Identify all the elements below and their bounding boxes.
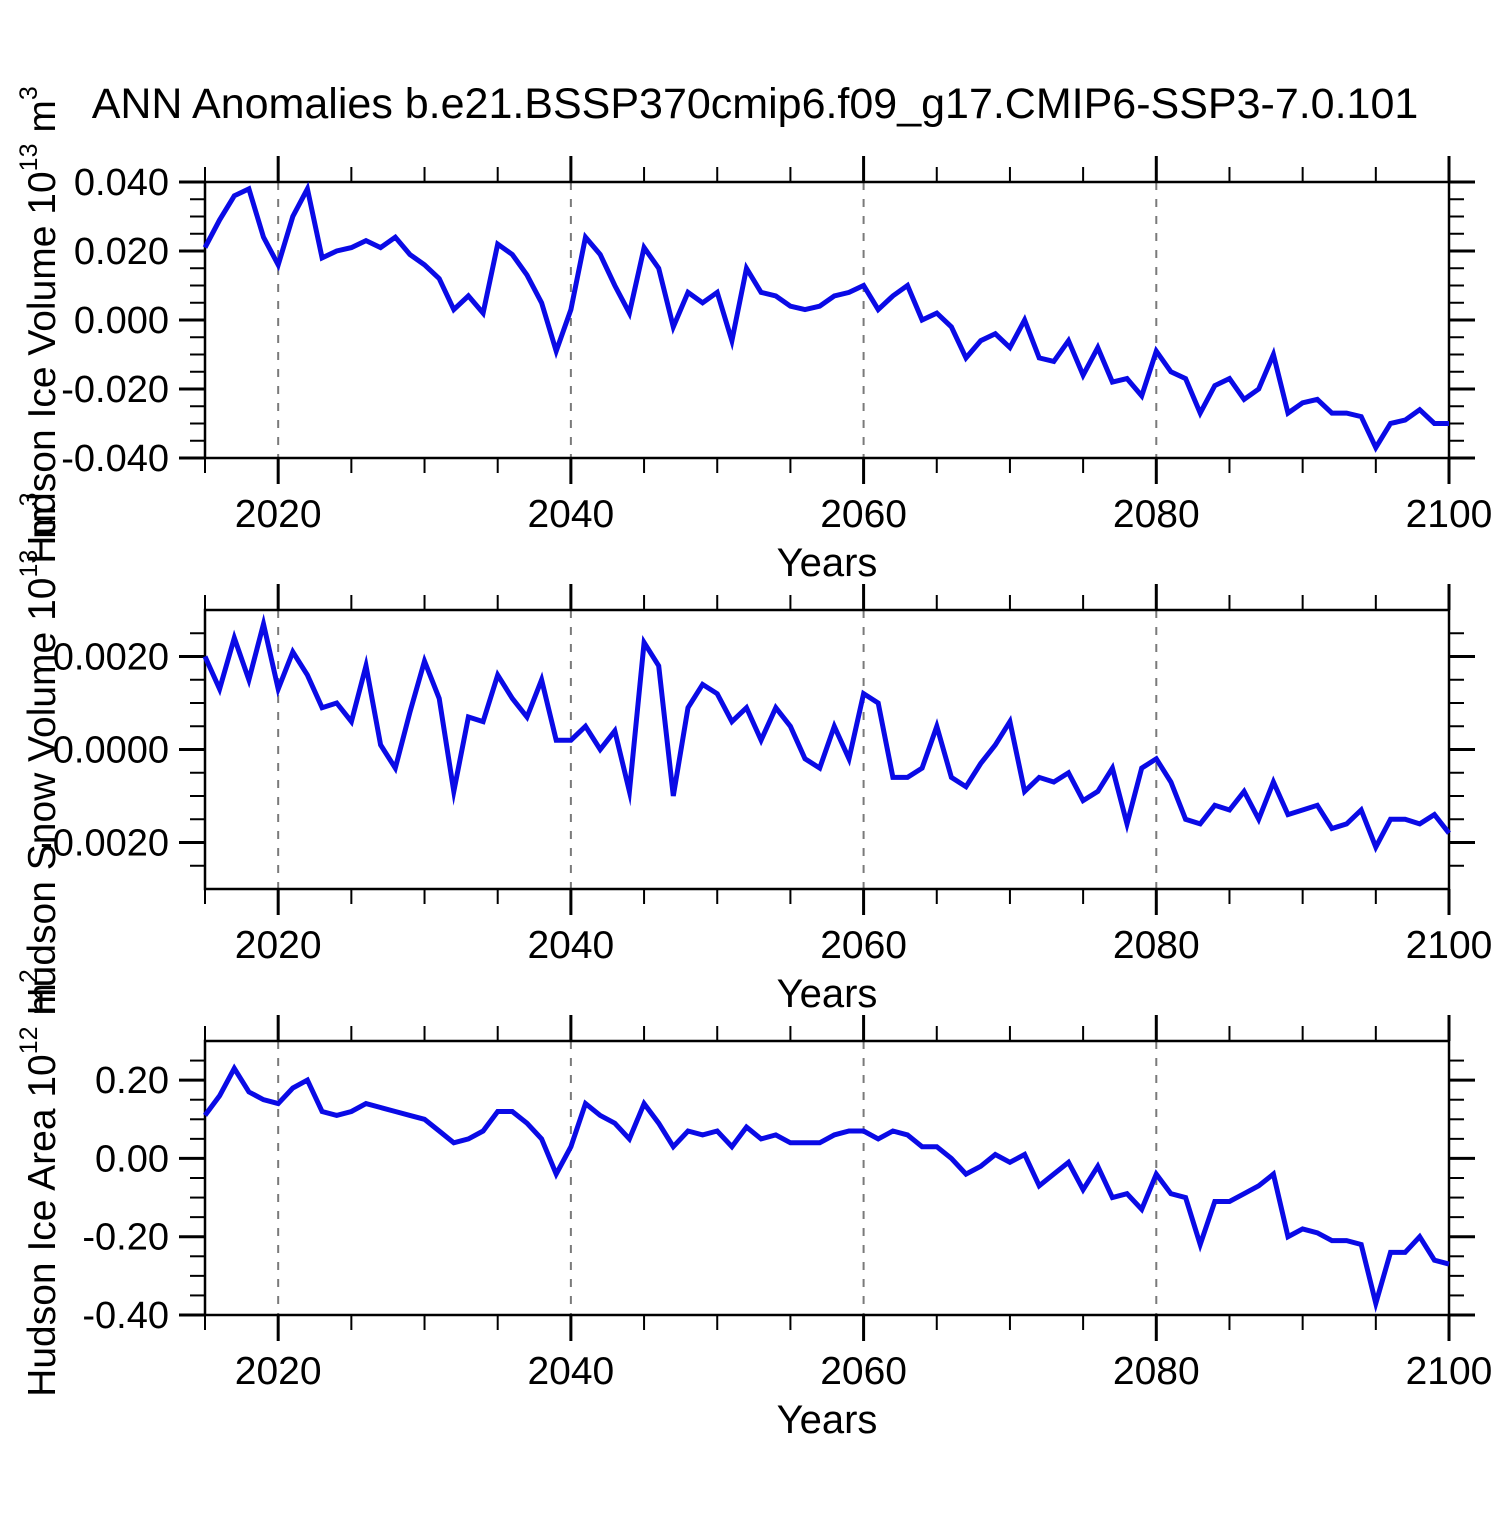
y-axis-title-unit-exponent: 3	[15, 86, 43, 101]
panel-ice-volume: 0.040 0.020 0.000 -0.020 -0.040 2020 2040 2060 2…	[61, 156, 1492, 585]
y-axis-title-unit: m	[21, 506, 64, 550]
x-tick-label: 2100	[1406, 493, 1493, 536]
x-tick-label: 2080	[1113, 924, 1200, 967]
x-tick-label: 2020	[235, 493, 322, 536]
x-tick-label: 2020	[235, 1350, 322, 1393]
y-axis-title-unit: m	[21, 983, 64, 1027]
x-axis-title: Years	[777, 972, 878, 1016]
y-axis-title-exponent: 12	[15, 1026, 43, 1055]
series-line-snow-volume	[202, 613, 1451, 854]
x-tick-label: 2080	[1113, 493, 1200, 536]
x-tick-label: 2040	[527, 1350, 614, 1393]
figure: ANN Anomalies b.e21.BSSP370cmip6.f09_g17…	[15, 80, 1492, 1442]
y-tick-label: 0.040	[74, 162, 169, 204]
charts-canvas: 0.040 0.020 0.000 -0.020 -0.040 2020 2040 2060 2…	[40, 156, 1492, 1442]
panel-snow-volume: 0.0020 0.0000 -0.0020 2020 2040 2060 2080 2100 Y…	[40, 584, 1492, 1016]
x-axis-title: Years	[777, 541, 878, 585]
y-tick-label: -0.020	[61, 369, 169, 411]
x-tick-label: 2060	[820, 1350, 907, 1393]
y-tick-label: 0.000	[74, 300, 169, 342]
x-tick-label: 2060	[820, 493, 907, 536]
y-tick-label: -0.20	[82, 1217, 169, 1259]
x-tick-label: 2060	[820, 924, 907, 967]
y-axis-title-exponent: 13	[15, 549, 43, 578]
plot-border	[203, 608, 1451, 891]
y-tick-label: -0.40	[82, 1295, 169, 1337]
plot-border	[203, 1039, 1451, 1317]
y-tick-label: 0.0020	[53, 637, 169, 679]
x-tick-label: 2020	[235, 924, 322, 967]
x-tick-label: 2080	[1113, 1350, 1200, 1393]
y-axis-title-unit: m	[21, 100, 64, 144]
chart-title: ANN Anomalies b.e21.BSSP370cmip6.f09_g17…	[91, 80, 1419, 128]
x-tick-label: 2040	[527, 924, 614, 967]
y-tick-label: 0.0000	[53, 730, 169, 772]
plot-border	[203, 180, 1451, 460]
series-line-ice-volume	[202, 181, 1449, 453]
series-line-ice-area	[202, 1063, 1450, 1313]
panel-ice-area: 0.20 0.00 -0.20 -0.40 2020 2040 2060 2080 2100 Ye…	[82, 1015, 1492, 1442]
y-tick-label: 0.00	[95, 1138, 169, 1180]
x-axis-title: Years	[777, 1398, 878, 1442]
y-axis-title-unit-exponent: 2	[15, 969, 43, 984]
y-axis-title-exponent: 13	[15, 143, 43, 172]
y-axis-title-ice-area: Hudson Ice Area 1012 m2	[9, 833, 67, 1533]
y-tick-label: 0.20	[95, 1060, 169, 1102]
y-tick-label: 0.020	[74, 231, 169, 273]
y-tick-label: -0.0020	[40, 823, 169, 865]
y-tick-label: -0.040	[61, 438, 169, 480]
y-axis-title-unit-exponent: 3	[15, 492, 43, 507]
x-tick-label: 2100	[1406, 924, 1493, 967]
x-tick-label: 2040	[527, 493, 614, 536]
y-axis-title-text: Hudson Ice Area 10	[21, 1054, 64, 1397]
x-tick-label: 2100	[1406, 1350, 1493, 1393]
